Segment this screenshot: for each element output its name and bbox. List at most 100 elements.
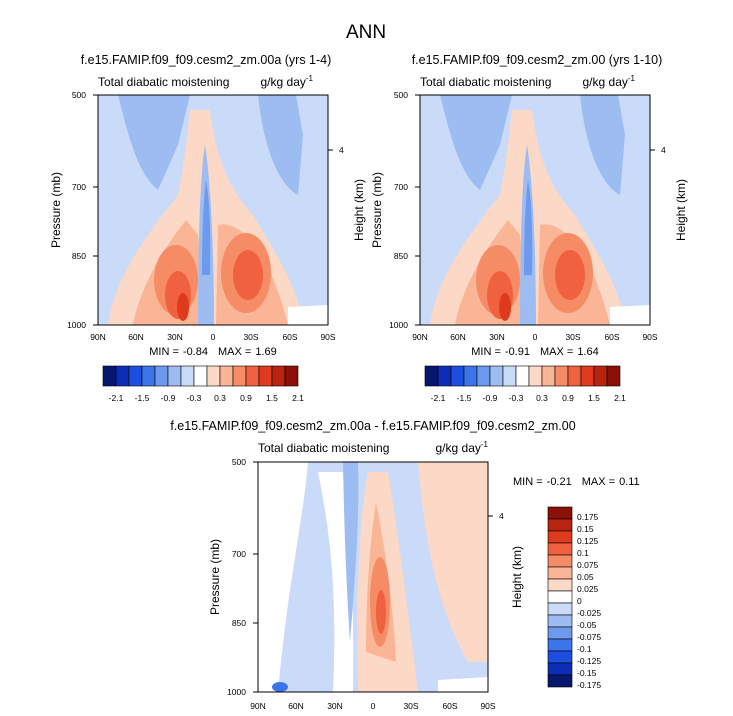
contour-fill [233, 250, 263, 300]
panel-2-right-axis-label: Height (km) [674, 179, 688, 241]
colorbar-swatch [271, 365, 286, 387]
panel-3-colorbar [547, 506, 573, 688]
x-tick-label: 90N [412, 332, 428, 342]
panel-3-units: g/kg day-1 [436, 440, 489, 455]
y-tick-label: 700 [394, 182, 408, 192]
colorbar-swatch [567, 365, 582, 387]
panel-1-left-label: Total diabatic moistening [98, 75, 229, 89]
y-tick-label: 1000 [67, 320, 86, 330]
colorbar-label: 2.1 [614, 393, 626, 403]
contour-fill [343, 462, 359, 642]
colorbar-swatch [547, 578, 573, 592]
contour-fill [288, 305, 328, 325]
colorbar-swatch [424, 365, 439, 387]
panel-2-y-axis-label: Pressure (mb) [370, 172, 384, 248]
colorbar-swatch [547, 650, 573, 664]
colorbar-label: 1.5 [588, 393, 600, 403]
panel-2-frame [419, 94, 651, 326]
x-tick-label: 60S [442, 701, 457, 711]
panel-3-contour-field [258, 462, 488, 692]
colorbar-swatch [547, 590, 573, 604]
colorbar-label: -1.5 [457, 393, 472, 403]
colorbar-swatch [284, 365, 299, 387]
x-tick-label: 90S [642, 332, 657, 342]
colorbar-swatch [547, 602, 573, 616]
contour-fill [580, 95, 625, 195]
panel-2: f.e15.FAMIP.f09_f09.cesm2_zm.00 (yrs 1-1… [370, 53, 688, 403]
colorbar-label: -2.1 [431, 393, 446, 403]
x-tick-label: 0 [533, 332, 538, 342]
contour-fill [524, 180, 533, 275]
panel-1-frame [97, 94, 329, 326]
colorbar-label: -0.075 [577, 632, 601, 642]
colorbar-label: 0.175 [577, 512, 599, 522]
colorbar-label: -0.05 [577, 620, 597, 630]
colorbar-label: 2.1 [292, 393, 304, 403]
contour-fill [318, 472, 354, 692]
panel-3-left-label: Total diabatic moistening [258, 441, 389, 455]
panel-1-y-ticks: 500 700 850 1000 [67, 90, 98, 330]
x-tick-label: 90S [480, 701, 495, 711]
colorbar-swatch [489, 365, 504, 387]
colorbar-swatch [437, 365, 452, 387]
colorbar-swatch [547, 626, 573, 640]
panel-1-stats: MIN = -0.84 MAX = 1.69 [149, 346, 276, 358]
panel-2-units: g/kg day-1 [583, 74, 636, 89]
x-tick-label: 60N [288, 701, 304, 711]
colorbar-swatch [502, 365, 517, 387]
contour-fill [499, 293, 511, 321]
colorbar-label: -2.1 [109, 393, 124, 403]
colorbar-swatch [606, 365, 621, 387]
colorbar-swatch [115, 365, 130, 387]
colorbar-swatch [580, 365, 595, 387]
colorbar-swatch [128, 365, 143, 387]
panel-3-colorbar-labels: 0.175 0.15 0.125 0.1 0.075 0.05 0.025 0 … [577, 512, 601, 690]
colorbar-swatch [180, 365, 195, 387]
panel-1-contour-field [98, 95, 328, 325]
x-tick-label: 0 [371, 701, 376, 711]
panel-1-units: g/kg day-1 [261, 74, 314, 89]
colorbar-label: -0.3 [187, 393, 202, 403]
y-tick-label: 700 [72, 182, 86, 192]
panel-1: f.e15.FAMIP.f09_f09.cesm2_zm.00a (yrs 1-… [49, 53, 366, 403]
x-tick-label: 30S [403, 701, 418, 711]
colorbar-swatch [258, 365, 273, 387]
contour-fill [438, 677, 488, 692]
colorbar-label: -0.125 [577, 656, 601, 666]
x-tick-label: 30N [489, 332, 505, 342]
panel-2-contour-field [420, 95, 650, 325]
contour-fill [258, 462, 308, 692]
colorbar-label: -0.9 [161, 393, 176, 403]
colorbar-label: 0.1 [577, 548, 589, 558]
y-tick-label: 850 [232, 618, 246, 628]
right-tick-label: 4 [499, 511, 504, 521]
panel-1-plot-area [98, 95, 328, 325]
colorbar-label: -0.15 [577, 668, 597, 678]
figure-title: ANN [346, 22, 386, 43]
y-tick-label: 500 [394, 90, 408, 100]
colorbar-swatch [141, 365, 156, 387]
colorbar-swatch [547, 518, 573, 532]
colorbar-swatch [245, 365, 260, 387]
colorbar-label: -0.1 [577, 644, 592, 654]
x-tick-label: 30S [565, 332, 580, 342]
panel-1-colorbar [102, 365, 299, 387]
right-tick-label: 4 [661, 145, 666, 155]
y-tick-label: 500 [72, 90, 86, 100]
panel-3-y-ticks: 500 700 850 1000 [227, 457, 258, 697]
panel-3-right-axis-label: Height (km) [510, 546, 524, 608]
colorbar-label: -1.5 [135, 393, 150, 403]
colorbar-swatch [547, 566, 573, 580]
x-tick-label: 30N [167, 332, 183, 342]
panel-2-stats: MIN = -0.91 MAX = 1.64 [471, 346, 598, 358]
contour-fill [376, 590, 386, 634]
panel-2-x-ticks: 90N 60N 30N 0 30S 60S 90S [412, 332, 658, 342]
y-tick-label: 500 [232, 457, 246, 467]
x-tick-label: 60N [450, 332, 466, 342]
colorbar-swatch [593, 365, 608, 387]
colorbar-label: 0.9 [562, 393, 574, 403]
colorbar-swatch [547, 542, 573, 556]
panel-2-plot-area [420, 95, 650, 325]
colorbar-swatch [554, 365, 569, 387]
